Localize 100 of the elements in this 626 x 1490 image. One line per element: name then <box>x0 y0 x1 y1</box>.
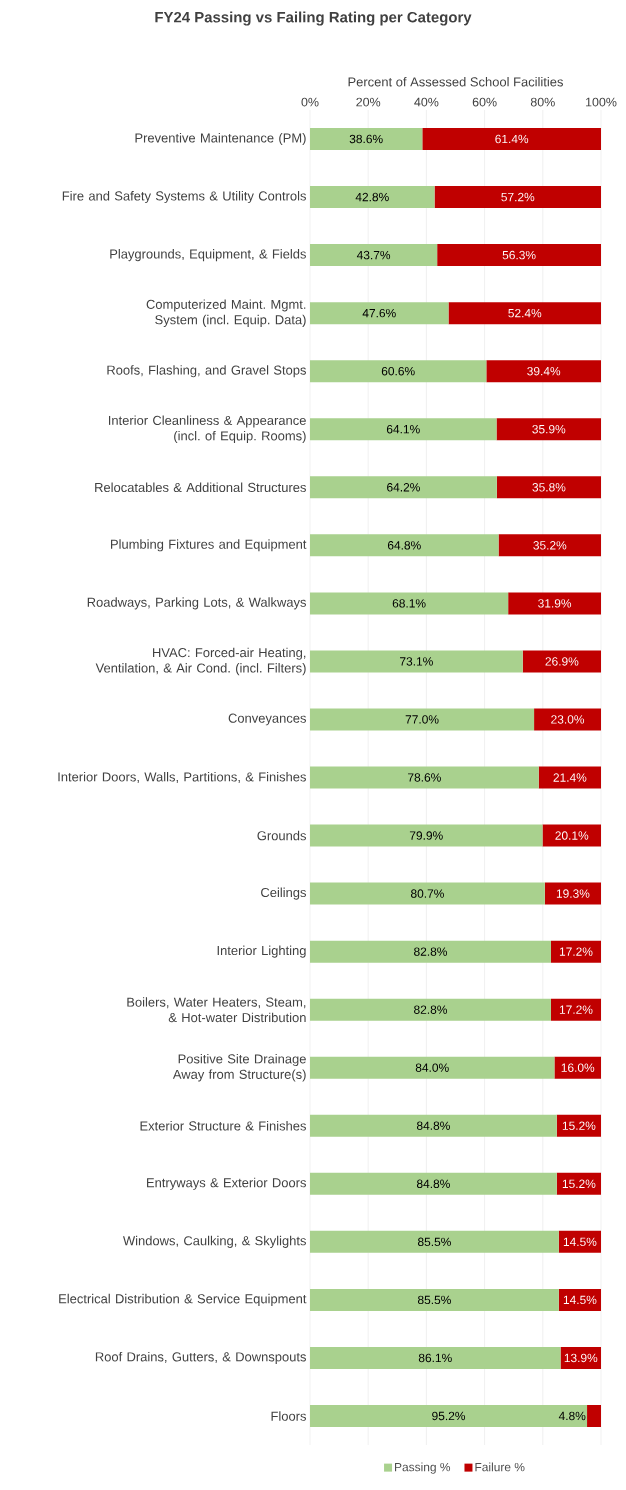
x-tick-label: 20% <box>356 97 381 107</box>
bar <box>310 128 423 151</box>
data-label: 61.4% <box>495 134 529 144</box>
bar <box>587 1405 601 1427</box>
data-label: 60.6% <box>381 366 415 376</box>
bar <box>508 592 601 615</box>
y-tick-label: Roof Drains, Gutters, & Downspouts <box>95 1351 306 1364</box>
y-tick-label: Entryways & Exterior Doors <box>147 1177 306 1190</box>
x-axis-title: Percent of Assessed School Facilities <box>348 76 563 87</box>
data-label: 14.5% <box>563 1237 597 1247</box>
data-label: 79.9% <box>409 831 443 840</box>
data-label: 68.1% <box>392 599 426 608</box>
legend-label: Failure % <box>475 1462 525 1472</box>
bar <box>310 1346 561 1369</box>
data-label: 14.5% <box>563 1295 597 1305</box>
bar <box>310 302 449 325</box>
data-label: 16.0% <box>561 1063 595 1072</box>
bar <box>434 186 601 209</box>
data-label: 17.2% <box>559 947 593 956</box>
data-label: 64.8% <box>387 541 421 550</box>
bar <box>486 360 601 383</box>
data-label: 31.9% <box>538 599 572 608</box>
bar <box>310 244 438 267</box>
bar <box>556 1172 601 1195</box>
data-label: 43.7% <box>356 250 391 260</box>
data-label: 17.2% <box>559 1005 593 1014</box>
y-tick-label: Electrical Distribution & Service Equipment <box>59 1293 307 1306</box>
bar <box>496 418 601 441</box>
bar <box>542 824 601 847</box>
bar <box>310 1056 555 1079</box>
y-tick-label: Preventive Maintenance (PM) <box>135 132 306 146</box>
data-label: 35.9% <box>532 425 566 434</box>
bar <box>310 360 487 383</box>
bar <box>560 1346 601 1369</box>
legend-label: Passing % <box>395 1462 451 1474</box>
data-label: 23.0% <box>551 715 585 724</box>
y-tick-label: Roofs, Flashing, and Gravel Stops <box>107 365 306 378</box>
bar <box>310 418 497 441</box>
data-label: 86.1% <box>418 1353 452 1363</box>
bar <box>522 650 601 673</box>
bar <box>498 534 601 557</box>
data-label: 21.4% <box>553 773 587 782</box>
data-label: 47.6% <box>362 308 396 318</box>
bar <box>310 824 543 847</box>
y-tick-label: Exterior Structure & Finishes <box>140 1121 306 1131</box>
bar <box>310 1288 559 1311</box>
data-label: 78.6% <box>408 773 441 782</box>
data-label: 35.2% <box>533 541 567 550</box>
y-tick-label: Interior Cleanliness & Appearance (incl. of Equip. Rooms) <box>108 415 306 443</box>
data-label: 95.2% <box>432 1411 466 1421</box>
data-label: 64.2% <box>387 483 420 492</box>
y-tick-label: Ceilings <box>261 887 306 900</box>
bar <box>310 766 539 789</box>
data-label: 77.0% <box>405 715 439 724</box>
bar <box>558 1288 601 1311</box>
bar <box>422 128 601 151</box>
data-label: 19.3% <box>556 889 590 898</box>
y-tick-label: Grounds <box>257 830 307 841</box>
data-label: 57.2% <box>501 192 535 202</box>
data-label: 56.3% <box>502 250 536 260</box>
bar <box>496 476 601 499</box>
data-label: 20.1% <box>555 831 589 840</box>
bar <box>310 1405 588 1427</box>
data-label: 15.2% <box>562 1121 596 1130</box>
bar <box>310 1114 557 1137</box>
data-label: 39.4% <box>527 366 561 376</box>
bar <box>310 534 499 557</box>
y-tick-label: Conveyances <box>228 713 306 726</box>
bar <box>310 476 497 499</box>
bar <box>558 1230 601 1253</box>
x-tick-label: 60% <box>472 97 497 107</box>
data-label: 15.2% <box>562 1179 596 1189</box>
x-tick-label: 0% <box>301 97 319 107</box>
data-label: 13.9% <box>564 1353 598 1363</box>
data-label: 82.8% <box>414 1005 447 1014</box>
bar <box>310 940 551 963</box>
y-tick-label: Floors <box>271 1411 307 1421</box>
data-label: 42.8% <box>355 192 389 202</box>
y-tick-label: Plumbing Fixtures and Equipment <box>111 539 307 552</box>
data-label: 85.5% <box>417 1295 451 1305</box>
y-tick-label: Boilers, Water Heaters, Steam, & Hot-water Distribution <box>127 997 306 1023</box>
data-label: 84.0% <box>415 1063 449 1072</box>
data-label: 35.8% <box>532 483 566 492</box>
y-tick-label: Relocatables & Additional Structures <box>95 482 306 493</box>
y-tick-label: Playgrounds, Equipment, & Fields <box>110 249 306 262</box>
data-label: 64.1% <box>386 425 420 434</box>
data-label: 52.4% <box>508 308 542 318</box>
data-label: 85.5% <box>417 1237 451 1247</box>
bar <box>310 882 545 905</box>
data-label: 38.6% <box>349 134 383 144</box>
bar <box>310 1230 559 1253</box>
chart-title: FY24 Passing vs Failing Rating per Category <box>155 11 472 26</box>
bar <box>544 882 601 905</box>
y-tick-label: Fire and Safety Systems & Utility Controls <box>62 191 306 204</box>
data-label: 82.8% <box>414 947 447 956</box>
x-tick-label: 100% <box>586 97 617 107</box>
bar <box>310 186 435 209</box>
y-tick-label: Computerized Maint. Mgmt. System (incl. Equip. Data) <box>146 299 306 327</box>
bar <box>310 1172 557 1195</box>
data-label: 84.8% <box>416 1121 450 1130</box>
